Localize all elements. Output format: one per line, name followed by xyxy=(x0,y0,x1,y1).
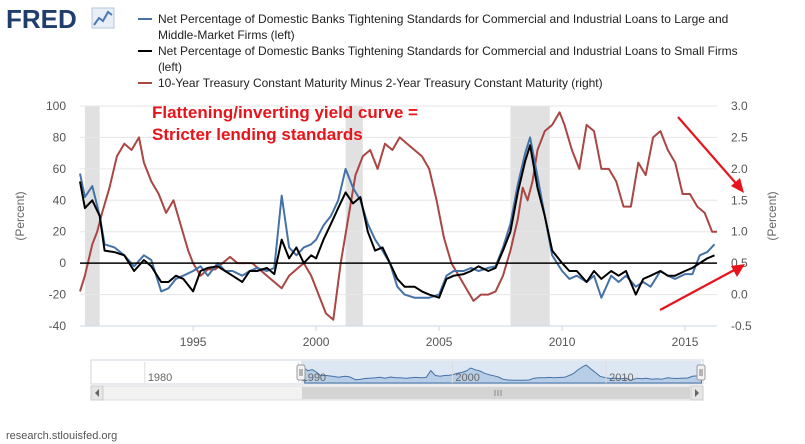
legend-label: Net Percentage of Domestic Banks Tighten… xyxy=(158,44,738,58)
fred-logo[interactable]: FRED xyxy=(6,4,115,34)
right-tick-label: 0.0 xyxy=(731,288,748,302)
legend-label: (left) xyxy=(158,60,182,74)
left-tick-label: -40 xyxy=(49,319,67,333)
navigator-ticks: 1980 1990 2000 2010 xyxy=(144,362,634,384)
right-tick-label: 3.0 xyxy=(731,99,748,113)
left-tick-label: 100 xyxy=(46,99,66,113)
x-tick-label: 2005 xyxy=(426,335,453,349)
left-tick-label: -20 xyxy=(49,288,67,302)
annotation: Flattening/inverting yield curve = Stric… xyxy=(152,103,745,311)
navigator-tick-label: 2000 xyxy=(455,372,479,384)
left-tick-label: 40 xyxy=(53,193,67,207)
legend-label: Middle-Market Firms (left) xyxy=(158,28,295,42)
legend-item-small-firms[interactable]: Net Percentage of Domestic Banks Tighten… xyxy=(138,44,738,74)
x-axis-ticks: 1995 2000 2005 2010 2015 xyxy=(80,325,717,349)
annotation-line-1: Flattening/inverting yield curve = xyxy=(152,103,418,122)
right-axis-ticks: 3.02.52.01.51.00.50.0-0.5 xyxy=(731,99,752,333)
series-line-yield-curve xyxy=(79,111,717,321)
grip-icon xyxy=(494,390,502,396)
left-tick-label: 60 xyxy=(53,162,67,176)
legend-label: Net Percentage of Domestic Banks Tighten… xyxy=(158,12,728,26)
annotation-line-2: Stricter lending standards xyxy=(152,125,363,144)
recession-bands xyxy=(84,106,550,326)
x-tick-label: 2000 xyxy=(303,335,330,349)
source-credit[interactable]: research.stlouisfed.org xyxy=(6,430,117,442)
right-tick-label: 2.5 xyxy=(731,130,748,144)
navigator-tick-label: 1980 xyxy=(148,372,172,384)
navigator-tick-label: 1990 xyxy=(302,372,326,384)
recession-band xyxy=(84,106,100,326)
left-tick-label: 0 xyxy=(59,256,66,270)
left-axis-title: (Percent) xyxy=(13,191,27,240)
legend: Net Percentage of Domestic Banks Tighten… xyxy=(138,12,738,90)
arrow-down-icon xyxy=(677,116,744,193)
scrollbar[interactable] xyxy=(90,385,704,401)
series-line-large-banks xyxy=(79,136,716,299)
navigator-right-handle[interactable] xyxy=(696,364,706,381)
series-line-small-firms xyxy=(79,144,715,299)
x-tick-label: 2015 xyxy=(672,335,699,349)
chevron-left-icon xyxy=(95,389,99,397)
navigator-left-handle[interactable] xyxy=(296,364,306,381)
right-axis-title: (Percent) xyxy=(765,191,779,240)
series-layer xyxy=(79,111,717,321)
left-tick-label: 20 xyxy=(53,225,67,239)
left-axis-ticks: 100 80 60 40 20 0 -20 -40 xyxy=(46,99,66,333)
right-tick-label: 1.5 xyxy=(731,193,748,207)
x-tick-label: 1995 xyxy=(180,335,207,349)
x-tick-label: 2010 xyxy=(549,335,576,349)
time-navigator[interactable]: 1980 1990 2000 2010 xyxy=(90,359,706,385)
right-tick-label: 1.0 xyxy=(731,225,748,239)
legend-label: 10-Year Treasury Constant Maturity Minus… xyxy=(158,76,603,90)
legend-item-large-banks[interactable]: Net Percentage of Domestic Banks Tighten… xyxy=(138,12,728,42)
legend-item-yield-curve[interactable]: 10-Year Treasury Constant Maturity Minus… xyxy=(138,76,603,90)
recession-band xyxy=(345,106,363,326)
right-tick-label: -0.5 xyxy=(731,319,752,333)
right-tick-label: 2.0 xyxy=(731,162,748,176)
navigator-tick-label: 2010 xyxy=(609,372,633,384)
arrow-up-icon xyxy=(659,264,745,311)
fred-chart-icon xyxy=(91,7,115,29)
left-tick-label: 80 xyxy=(53,130,67,144)
fred-wordmark: FRED xyxy=(6,4,77,34)
scrollbar-thumb[interactable] xyxy=(302,387,690,399)
navigator-series-area xyxy=(304,364,702,384)
chevron-right-icon xyxy=(695,389,699,397)
